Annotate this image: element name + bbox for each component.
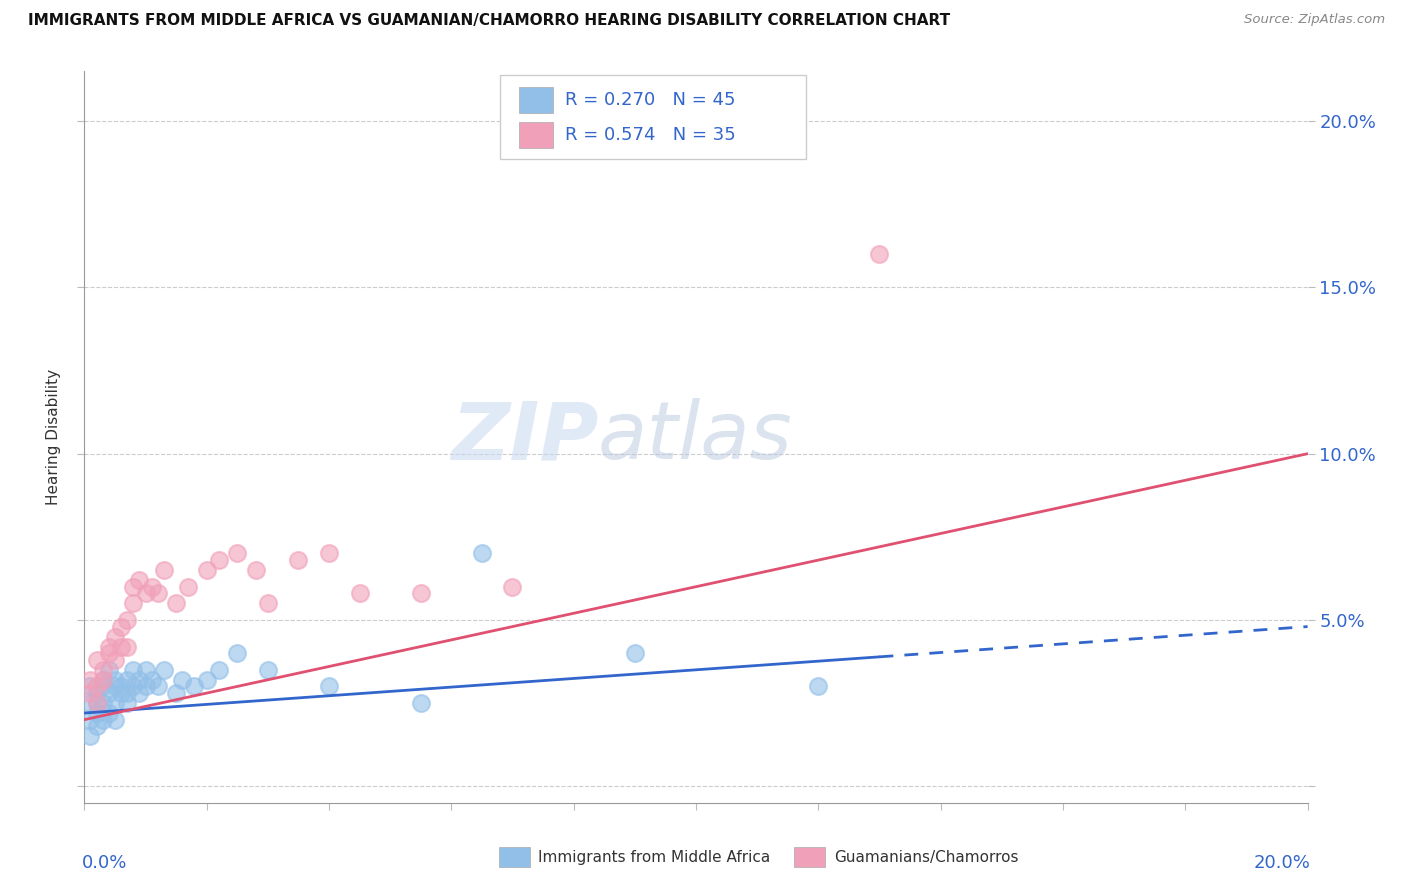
- Point: [110, 619, 132, 633]
- Point: [86, 696, 108, 710]
- Point: [86, 680, 108, 694]
- Text: IMMIGRANTS FROM MIDDLE AFRICA VS GUAMANIAN/CHAMORRO HEARING DISABILITY CORRELATI: IMMIGRANTS FROM MIDDLE AFRICA VS GUAMANI…: [28, 13, 950, 29]
- Point: [471, 546, 494, 560]
- Text: 0.0%: 0.0%: [82, 854, 128, 872]
- Point: [79, 713, 101, 727]
- Point: [122, 663, 145, 677]
- Point: [104, 713, 127, 727]
- Point: [183, 680, 205, 694]
- Point: [104, 696, 127, 710]
- Point: [104, 653, 127, 667]
- Point: [110, 686, 132, 700]
- Text: Immigrants from Middle Africa: Immigrants from Middle Africa: [538, 850, 770, 864]
- Text: Guamanians/Chamorros: Guamanians/Chamorros: [834, 850, 1018, 864]
- Point: [115, 673, 138, 687]
- Point: [91, 713, 114, 727]
- Point: [409, 696, 432, 710]
- Point: [195, 563, 218, 577]
- Point: [172, 673, 194, 687]
- Point: [79, 673, 101, 687]
- Point: [257, 596, 280, 610]
- Point: [115, 640, 138, 654]
- Point: [86, 706, 108, 720]
- Text: R = 0.270   N = 45: R = 0.270 N = 45: [565, 91, 735, 109]
- Text: Source: ZipAtlas.com: Source: ZipAtlas.com: [1244, 13, 1385, 27]
- Point: [141, 580, 163, 594]
- Point: [318, 680, 340, 694]
- Point: [97, 640, 120, 654]
- Point: [122, 680, 145, 694]
- FancyBboxPatch shape: [519, 122, 553, 148]
- Point: [409, 586, 432, 600]
- Point: [502, 580, 524, 594]
- Point: [195, 673, 218, 687]
- Point: [146, 586, 169, 600]
- Point: [86, 686, 108, 700]
- Point: [115, 696, 138, 710]
- FancyBboxPatch shape: [501, 75, 806, 159]
- Point: [79, 729, 101, 743]
- Point: [122, 580, 145, 594]
- Point: [97, 663, 120, 677]
- Point: [122, 596, 145, 610]
- FancyBboxPatch shape: [519, 87, 553, 113]
- Point: [869, 247, 891, 261]
- Point: [349, 586, 371, 600]
- Point: [257, 663, 280, 677]
- Point: [624, 646, 647, 660]
- Point: [79, 680, 101, 694]
- Point: [86, 719, 108, 733]
- Point: [91, 680, 114, 694]
- Point: [91, 673, 114, 687]
- Point: [115, 613, 138, 627]
- Point: [135, 680, 157, 694]
- Point: [245, 563, 267, 577]
- Point: [153, 563, 176, 577]
- Point: [146, 680, 169, 694]
- Text: R = 0.574   N = 35: R = 0.574 N = 35: [565, 126, 735, 144]
- Point: [153, 663, 176, 677]
- Point: [128, 673, 150, 687]
- Point: [97, 646, 120, 660]
- Point: [318, 546, 340, 560]
- Y-axis label: Hearing Disability: Hearing Disability: [46, 369, 62, 505]
- Point: [208, 553, 231, 567]
- Point: [91, 663, 114, 677]
- Point: [110, 680, 132, 694]
- Point: [91, 673, 114, 687]
- Point: [86, 696, 108, 710]
- Point: [91, 696, 114, 710]
- Point: [115, 686, 138, 700]
- Point: [287, 553, 309, 567]
- Point: [97, 706, 120, 720]
- Point: [165, 686, 187, 700]
- Point: [97, 686, 120, 700]
- Point: [208, 663, 231, 677]
- Point: [226, 546, 249, 560]
- Point: [86, 653, 108, 667]
- Text: ZIP: ZIP: [451, 398, 598, 476]
- Point: [128, 573, 150, 587]
- Text: 20.0%: 20.0%: [1253, 854, 1310, 872]
- Point: [104, 673, 127, 687]
- Point: [141, 673, 163, 687]
- Point: [165, 596, 187, 610]
- Point: [79, 686, 101, 700]
- Text: atlas: atlas: [598, 398, 793, 476]
- Point: [79, 696, 101, 710]
- Point: [104, 680, 127, 694]
- Point: [807, 680, 830, 694]
- Point: [177, 580, 200, 594]
- Point: [135, 586, 157, 600]
- Point: [104, 630, 127, 644]
- Point: [128, 686, 150, 700]
- Point: [110, 640, 132, 654]
- Point: [135, 663, 157, 677]
- Point: [226, 646, 249, 660]
